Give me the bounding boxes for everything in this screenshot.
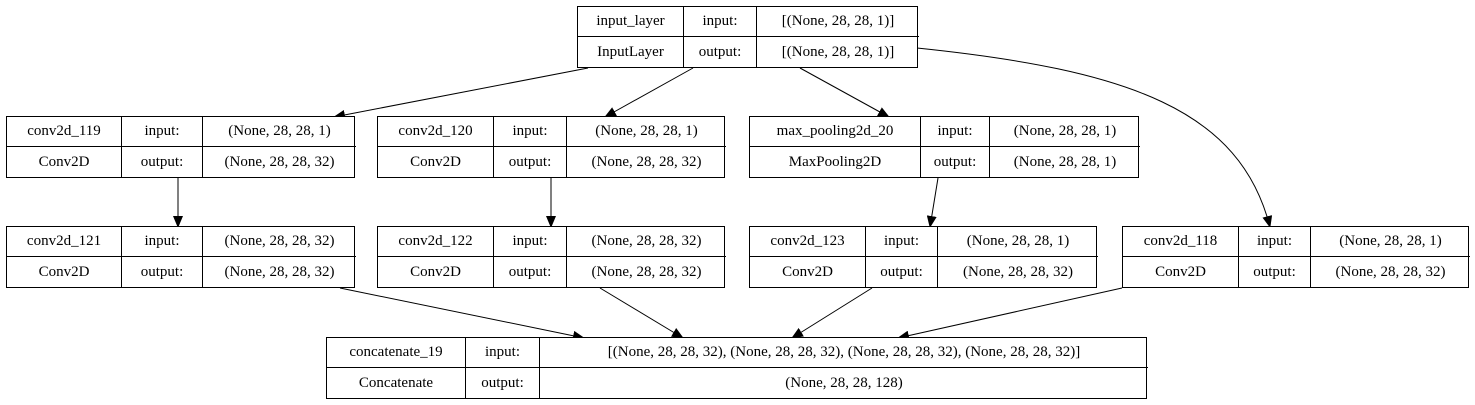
- node-input-layer: input_layer input: [(None, 28, 28, 1)] I…: [577, 6, 919, 68]
- output-label: output:: [921, 147, 990, 177]
- input-shape: [(None, 28, 28, 1)]: [757, 7, 919, 37]
- output-shape: (None, 28, 28, 32): [224, 153, 335, 170]
- input-label: input:: [122, 117, 203, 147]
- input-shape: (None, 28, 28, 32): [203, 227, 356, 257]
- output-shape: (None, 28, 28, 32): [591, 263, 702, 280]
- output-shape: (None, 28, 28, 1): [1013, 153, 1117, 170]
- output-label: output:: [494, 257, 567, 287]
- input-label: input:: [494, 117, 567, 147]
- edge-input-layer-to-max-pooling2d-20: [799, 67, 890, 118]
- input-label: input:: [921, 117, 990, 147]
- output-shape: (None, 28, 28, 32): [1335, 263, 1446, 280]
- node-name: conv2d_123: [750, 227, 866, 257]
- node-conv2d-120: conv2d_120 input: (None, 28, 28, 1) Conv…: [377, 116, 726, 178]
- edge-input-layer-to-conv2d-118: [916, 47, 1273, 228]
- node-name: conv2d_121: [7, 227, 122, 257]
- node-name: conv2d_118: [1123, 227, 1239, 257]
- edge-conv2d-123-to-concatenate-19: [791, 287, 873, 339]
- output-shape: (None, 28, 28, 32): [963, 263, 1073, 280]
- node-type: Conv2D: [378, 147, 494, 177]
- node-type: Conv2D: [378, 257, 494, 287]
- edge-conv2d-122-to-concatenate-19: [599, 287, 684, 339]
- input-label: input:: [1239, 227, 1311, 257]
- output-shape: (None, 28, 28, 128): [785, 374, 903, 391]
- input-label: input:: [684, 7, 757, 37]
- input-label: input:: [122, 227, 203, 257]
- input-shape: (None, 28, 28, 32): [567, 227, 726, 257]
- node-name: concatenate_19: [327, 338, 466, 368]
- node-name: max_pooling2d_20: [750, 117, 921, 147]
- node-conv2d-118: conv2d_118 input: (None, 28, 28, 1) Conv…: [1122, 226, 1470, 288]
- output-label: output:: [494, 147, 567, 177]
- input-shape: (None, 28, 28, 1): [567, 117, 726, 147]
- node-name: conv2d_119: [7, 117, 122, 147]
- input-shape: (None, 28, 28, 1): [203, 117, 356, 147]
- node-type: Conv2D: [750, 257, 866, 287]
- node-type: Conv2D: [7, 257, 122, 287]
- node-conv2d-122: conv2d_122 input: (None, 28, 28, 32) Con…: [377, 226, 726, 288]
- edge-conv2d-118-to-concatenate-19: [897, 287, 1123, 341]
- input-shape: (None, 28, 28, 1): [1311, 227, 1470, 257]
- input-label: input:: [466, 338, 540, 368]
- node-type: MaxPooling2D: [750, 147, 921, 177]
- output-shape: (None, 28, 28, 32): [591, 153, 702, 170]
- edge-input-layer-to-conv2d-119: [333, 67, 589, 120]
- node-conv2d-123: conv2d_123 input: (None, 28, 28, 1) Conv…: [749, 226, 1098, 288]
- node-type: Conv2D: [1123, 257, 1239, 287]
- output-label: output:: [866, 257, 938, 287]
- output-shape: [(None, 28, 28, 1)]: [781, 43, 895, 60]
- output-label: output:: [1239, 257, 1311, 287]
- output-label: output:: [684, 37, 757, 67]
- edge-conv2d-121-to-concatenate-19: [339, 287, 585, 341]
- node-max-pooling2d-20: max_pooling2d_20 input: (None, 28, 28, 1…: [749, 116, 1140, 178]
- node-name: input_layer: [578, 7, 684, 37]
- output-shape: (None, 28, 28, 32): [224, 263, 335, 280]
- node-type: Concatenate: [327, 368, 466, 398]
- input-shape: [(None, 28, 28, 32), (None, 28, 28, 32),…: [540, 338, 1148, 368]
- node-name: conv2d_122: [378, 227, 494, 257]
- node-type: Conv2D: [7, 147, 122, 177]
- output-label: output:: [466, 368, 540, 398]
- node-conv2d-121: conv2d_121 input: (None, 28, 28, 32) Con…: [6, 226, 356, 288]
- node-name: conv2d_120: [378, 117, 494, 147]
- input-label: input:: [494, 227, 567, 257]
- node-type: InputLayer: [578, 37, 684, 67]
- edge-max-pooling2d-20-to-conv2d-123: [926, 177, 939, 228]
- input-shape: (None, 28, 28, 1): [938, 227, 1098, 257]
- output-label: output:: [122, 147, 203, 177]
- output-label: output:: [122, 257, 203, 287]
- input-label: input:: [866, 227, 938, 257]
- input-shape: (None, 28, 28, 1): [990, 117, 1140, 147]
- node-conv2d-119: conv2d_119 input: (None, 28, 28, 1) Conv…: [6, 116, 356, 178]
- node-concatenate-19: concatenate_19 input: [(None, 28, 28, 32…: [326, 337, 1148, 399]
- edge-input-layer-to-conv2d-120: [604, 67, 694, 118]
